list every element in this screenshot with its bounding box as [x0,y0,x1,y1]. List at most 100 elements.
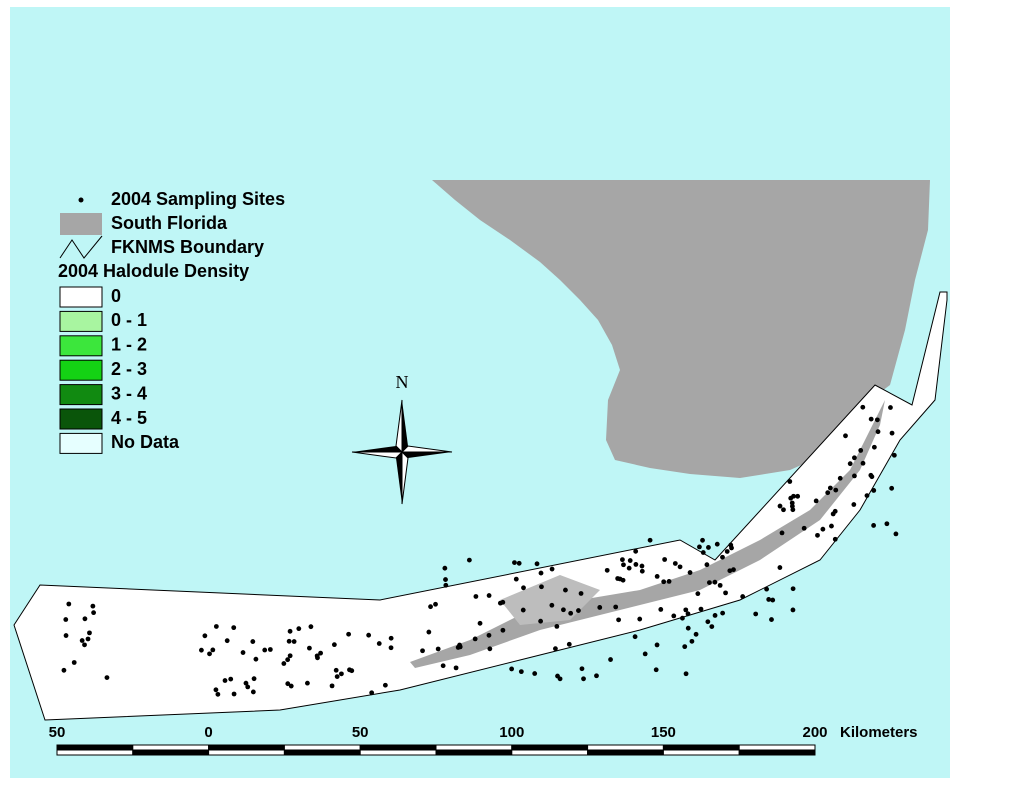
site [627,558,633,563]
site [473,594,479,599]
site [581,676,586,682]
legend-label: 2004 Sampling Sites [111,189,285,209]
site [820,526,826,532]
site [443,577,448,582]
site [654,573,660,579]
site [709,624,715,629]
site [334,674,340,680]
legend-land-symbol [60,213,102,235]
legend-label: 3 - 4 [111,383,147,403]
scale-segment [511,744,589,751]
scale-segment [738,744,816,751]
site [813,498,819,504]
site [202,633,208,639]
site [554,624,560,629]
site [695,591,701,597]
site [633,548,639,554]
site [727,568,733,574]
site [875,429,881,435]
scale-unit: Kilometers [840,724,918,741]
site [871,523,877,528]
site [672,561,678,566]
site [642,651,648,657]
scale-segment [662,744,740,751]
site [731,567,736,573]
site [889,485,895,491]
site [847,461,853,467]
site [420,648,425,654]
site [791,493,796,499]
site [79,638,85,643]
site [85,636,91,642]
site [851,502,857,507]
legend-label: 4 - 5 [111,408,147,428]
legend-swatch [59,335,103,357]
sampling-sites [61,404,899,697]
site [597,605,603,610]
site [704,562,710,568]
site [538,618,544,624]
site [724,549,730,554]
site [604,567,610,573]
site [697,544,702,550]
site [689,638,695,644]
site [777,503,783,509]
site [315,655,320,661]
site [706,545,711,550]
site [210,647,216,653]
scale-segment [208,749,285,756]
site [243,680,249,686]
scale-segment [359,749,437,756]
site [753,611,759,617]
site [852,473,857,479]
site [874,417,880,423]
site [683,671,689,677]
scale-segment [359,744,437,751]
site [666,579,672,584]
legend-title: 2004 Halodule Density [58,261,249,281]
site [500,627,506,633]
site [728,542,734,548]
site [766,597,772,602]
site [82,642,87,648]
site [331,642,337,648]
site [426,629,432,635]
site [440,663,446,669]
legend-swatch [59,432,103,454]
scale-segment [208,744,285,751]
site [632,634,638,640]
site [714,541,720,547]
site [538,570,544,576]
site [888,405,893,410]
scale-label: 50 [352,724,369,741]
scale-segment [587,749,664,756]
site [837,475,843,481]
scale-segment [56,744,134,751]
site [305,680,310,686]
site [825,490,831,496]
site [661,579,667,585]
site [829,523,834,529]
site [521,585,526,591]
site [639,563,645,569]
site [833,487,839,493]
site [509,666,515,672]
site [637,616,643,622]
site [868,416,874,422]
site [891,452,897,458]
legend: 2004 Sampling Sites South Florida FKNMS Bo… [58,189,285,454]
north-arrow: N [351,372,453,505]
site [90,603,96,609]
site [712,613,718,618]
site [231,625,237,631]
scale-label: 50 [49,724,66,741]
site [884,521,890,527]
site [658,607,664,612]
site [858,448,864,453]
site [781,507,786,513]
site [723,590,728,596]
site [472,636,478,642]
site [685,625,691,631]
scale-segment [283,749,361,756]
